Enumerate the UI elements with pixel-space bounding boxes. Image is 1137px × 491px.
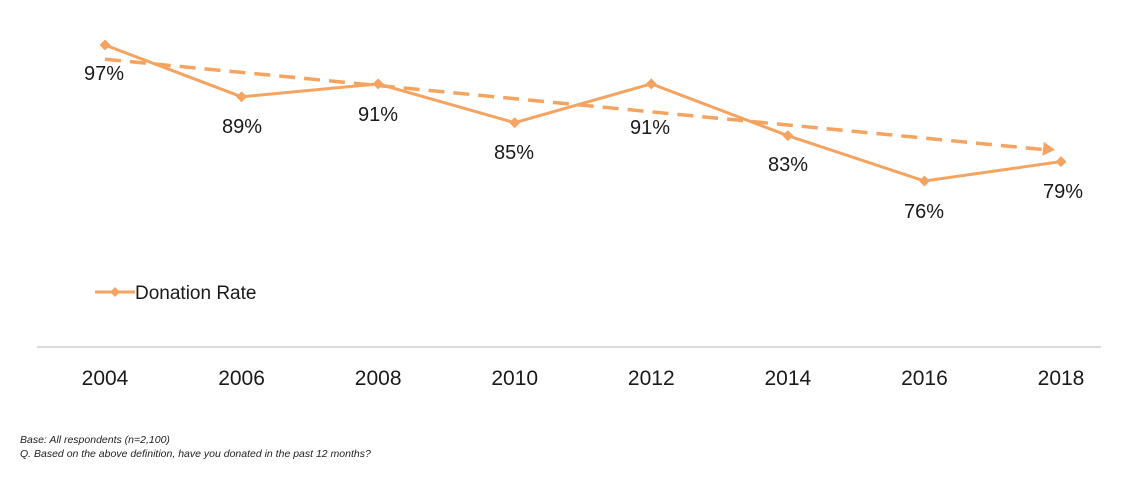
data-point [1055, 156, 1067, 168]
x-tick-label: 2006 [218, 367, 265, 390]
data-label: 76% [904, 201, 944, 223]
trendline-arrowhead [1042, 141, 1055, 156]
x-tick-label: 2012 [628, 367, 675, 390]
x-axis-ticks: 2004 2006 2008 2010 2012 2014 2016 2018 [82, 367, 1085, 390]
data-label: 85% [494, 142, 534, 164]
data-point [918, 175, 930, 187]
data-point [99, 39, 111, 51]
data-point [645, 78, 657, 90]
legend-label: Donation Rate [135, 283, 256, 304]
data-label: 83% [768, 154, 808, 176]
data-point [782, 130, 794, 142]
trendline-dashed [104, 57, 1048, 152]
series-donation-rate [99, 39, 1067, 187]
x-tick-label: 2004 [82, 367, 129, 390]
x-tick-label: 2010 [491, 367, 538, 390]
x-tick-label: 2014 [764, 367, 811, 390]
data-label: 79% [1043, 181, 1083, 203]
data-label: 91% [358, 104, 398, 126]
data-label: 89% [222, 116, 262, 138]
x-tick-label: 2016 [901, 367, 948, 390]
trendline [104, 57, 1055, 156]
data-labels: 97% 89% 91% 85% 91% 83% 76% 79% [84, 63, 1083, 223]
data-point [372, 78, 384, 90]
data-label: 91% [630, 117, 670, 139]
data-point [509, 117, 521, 129]
x-tick-label: 2008 [355, 367, 402, 390]
x-tick-label: 2018 [1038, 367, 1085, 390]
legend-swatch-marker [110, 287, 120, 297]
legend: Donation Rate [95, 283, 256, 304]
footnote-base: Base: All respondents (n=2,100) [20, 434, 170, 446]
series-line [104, 43, 1062, 183]
data-point [236, 91, 248, 103]
footnote-question: Q. Based on the above definition, have y… [20, 448, 371, 460]
data-label: 97% [84, 63, 124, 85]
